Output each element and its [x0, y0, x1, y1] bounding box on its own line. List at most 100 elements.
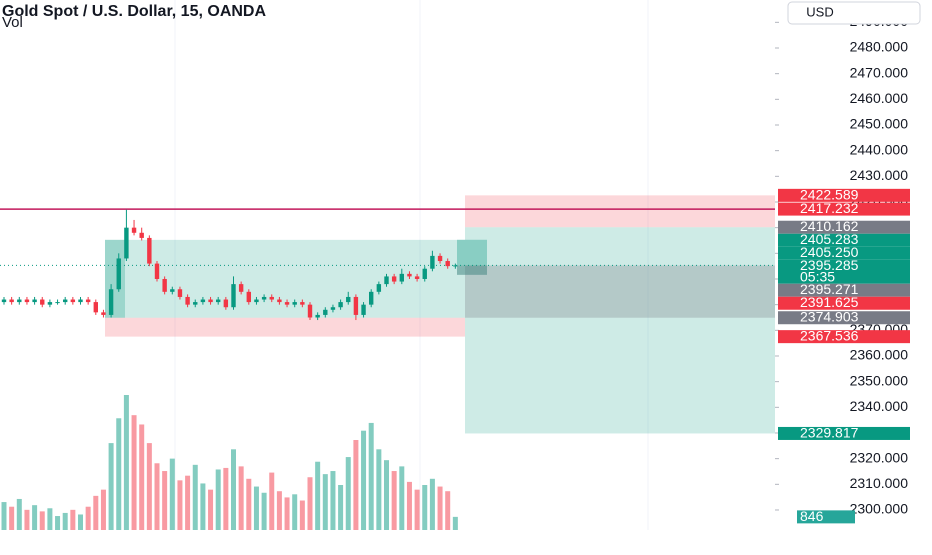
candle-body — [70, 299, 76, 303]
volume-bar — [169, 458, 175, 530]
target-zone — [457, 239, 487, 275]
candle-body — [284, 302, 290, 305]
price-label-box — [778, 330, 910, 344]
candle-body — [353, 296, 359, 315]
volume-bar — [185, 475, 191, 530]
volume-bar — [276, 491, 282, 530]
candle-body — [261, 296, 267, 300]
volume-bar — [139, 424, 145, 530]
volume-bar — [116, 418, 122, 530]
candle-body — [85, 299, 91, 303]
volume-bar — [322, 474, 328, 530]
y-tick-label: 2310.000 — [850, 475, 909, 491]
y-tick-label: 2360.000 — [850, 347, 909, 363]
y-tick-label: 2440.000 — [850, 141, 909, 157]
candle-body — [9, 299, 14, 303]
y-tick-label: 2480.000 — [850, 39, 909, 55]
volume-bar — [353, 440, 359, 530]
volume-bar — [200, 483, 206, 530]
volume-bar — [429, 478, 435, 530]
price-label: 2395.285 — [800, 257, 859, 273]
volume-bar — [284, 497, 290, 530]
volume-bar — [361, 430, 367, 530]
price-label: 2405.250 — [800, 244, 859, 260]
y-tick-label: 2460.000 — [850, 90, 909, 106]
volume-bar — [253, 486, 259, 530]
candle-body — [170, 289, 175, 292]
time-axis — [0, 530, 775, 550]
volume-bar — [414, 489, 420, 530]
currency[interactable]: USD — [806, 4, 833, 19]
candle-body — [208, 299, 213, 303]
price-label: 2410.162 — [800, 218, 859, 234]
candle-body — [1, 299, 7, 303]
candle-body — [223, 299, 229, 308]
stop-zone — [465, 195, 775, 228]
y-tick-label: 2450.000 — [850, 116, 909, 132]
price-label: 2329.817 — [800, 424, 859, 440]
y-tick-label: 2350.000 — [850, 372, 909, 388]
volume-bar — [93, 495, 99, 530]
volume-bar — [384, 460, 389, 530]
volume-bar — [1, 502, 7, 530]
volume-bar — [108, 443, 114, 530]
candle-body — [238, 284, 244, 292]
volume-bar — [146, 443, 152, 530]
volume-bar — [445, 491, 451, 530]
candle-body — [193, 302, 198, 305]
price-label-box — [778, 220, 910, 234]
candle-body — [78, 299, 83, 303]
candle-body — [330, 307, 336, 310]
candle-body — [124, 227, 129, 259]
volume-bar — [330, 471, 336, 530]
price-label-box — [778, 259, 910, 284]
candle-body — [300, 302, 305, 305]
filled-zone — [105, 239, 125, 318]
volume-bar — [70, 509, 76, 530]
volume-bar — [368, 422, 374, 530]
volume-bar — [223, 467, 229, 530]
candle-body — [93, 302, 98, 313]
candle-body — [269, 296, 274, 300]
volume-label-box — [797, 510, 855, 524]
volume-bar — [16, 498, 22, 530]
candle-body — [231, 284, 236, 308]
price-label-box — [778, 233, 910, 247]
candle-body — [47, 302, 53, 305]
price-label: 2391.625 — [800, 294, 859, 310]
candle-body — [384, 276, 389, 285]
volume-bar — [376, 449, 382, 530]
candle-body — [131, 227, 137, 233]
candle-body — [453, 265, 458, 267]
price-label: 2422.589 — [800, 186, 859, 202]
y-tick-label: 2340.000 — [850, 398, 909, 414]
candle-body — [445, 261, 450, 267]
volume-bar — [208, 489, 214, 530]
volume-bar — [162, 471, 168, 530]
price-label-box — [778, 311, 910, 325]
price-label-box — [778, 283, 910, 297]
candle-body — [63, 299, 68, 303]
price-label-box — [778, 426, 910, 440]
candle-body — [32, 299, 37, 303]
currency-button[interactable] — [787, 1, 921, 25]
y-tick-label: 2300.000 — [850, 501, 909, 517]
price-label: 2367.536 — [800, 328, 859, 344]
volume-bar — [9, 506, 15, 530]
volume-bar — [100, 489, 106, 530]
candle-body — [391, 276, 397, 282]
candle-body — [430, 255, 435, 269]
candle-body — [414, 276, 420, 279]
y-tick-label: 2430.000 — [850, 167, 909, 183]
candle-body — [154, 263, 160, 279]
candle-body — [139, 232, 144, 238]
candle-body — [315, 314, 320, 318]
volume-bar — [39, 511, 45, 530]
volume-title: Vol — [2, 14, 23, 31]
candle-body — [177, 289, 183, 297]
volume-bar — [261, 492, 267, 530]
candle-body — [17, 299, 22, 303]
filled-zone — [457, 265, 487, 275]
volume-bar — [47, 508, 53, 530]
